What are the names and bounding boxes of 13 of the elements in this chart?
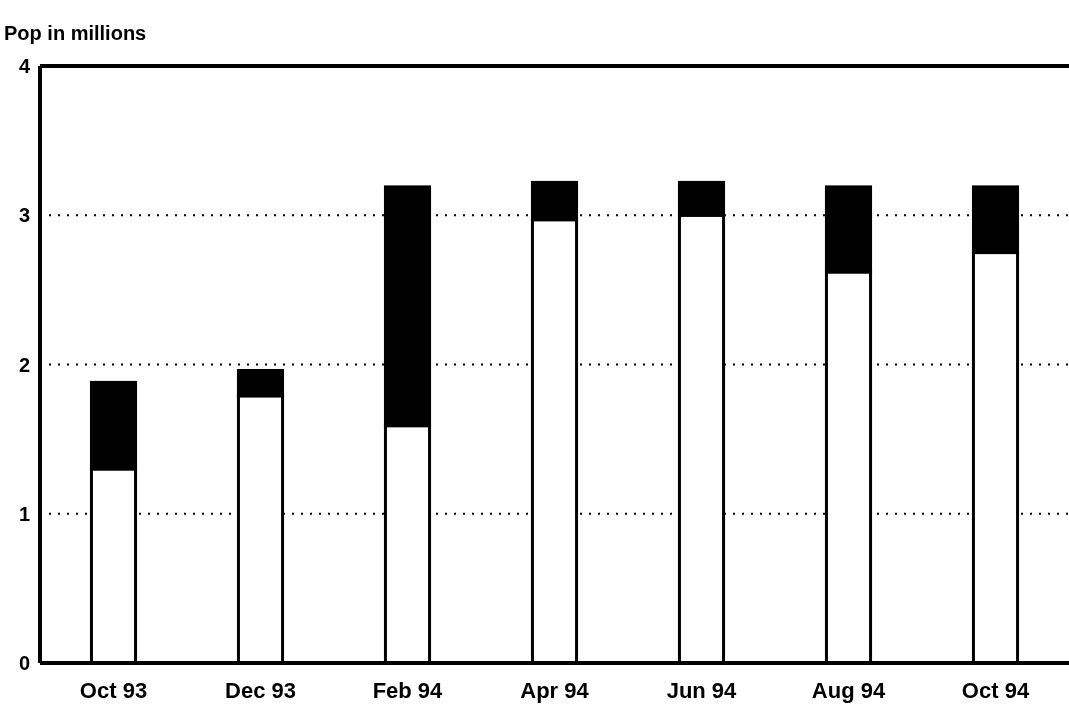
y-tick-label: 2 [18,353,30,376]
x-tick-label: Feb 94 [372,678,444,703]
y-tick-label: 4 [18,55,31,77]
x-tick-label: Aug 94 [811,678,886,703]
x-tick-label: Oct 93 [79,678,148,703]
y-tick-label: 3 [18,204,30,227]
y-tick-label: 1 [18,502,30,525]
x-tick-label: Jun 94 [666,678,738,703]
y-tick-label: 0 [18,652,30,674]
x-tick-label: Oct 94 [961,678,1030,703]
x-tick-label: Apr 94 [520,678,590,703]
x-tick-label: Dec 93 [225,678,296,703]
y-axis-title: Pop in millions [4,22,147,44]
